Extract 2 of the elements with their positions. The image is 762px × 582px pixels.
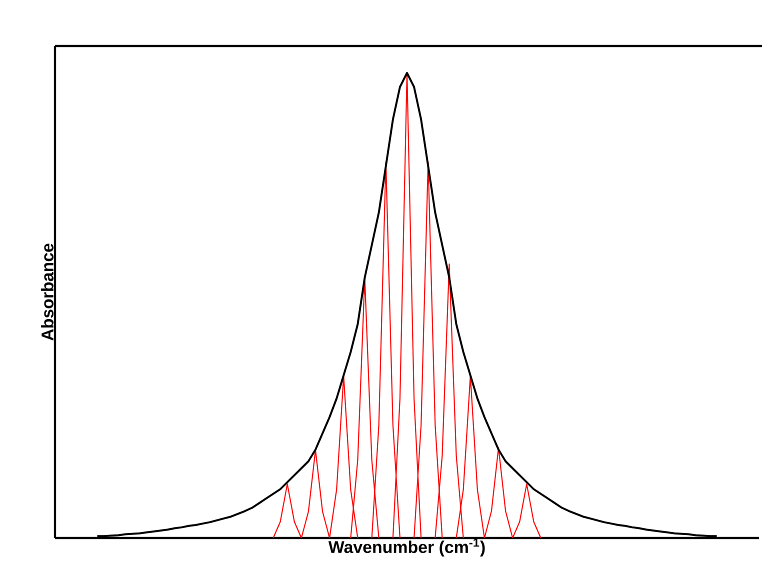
x-axis-title: Wavenumber (cm$^{-1}$) — [328, 538, 485, 556]
y-axis-title: Absorbance — [41, 244, 54, 341]
